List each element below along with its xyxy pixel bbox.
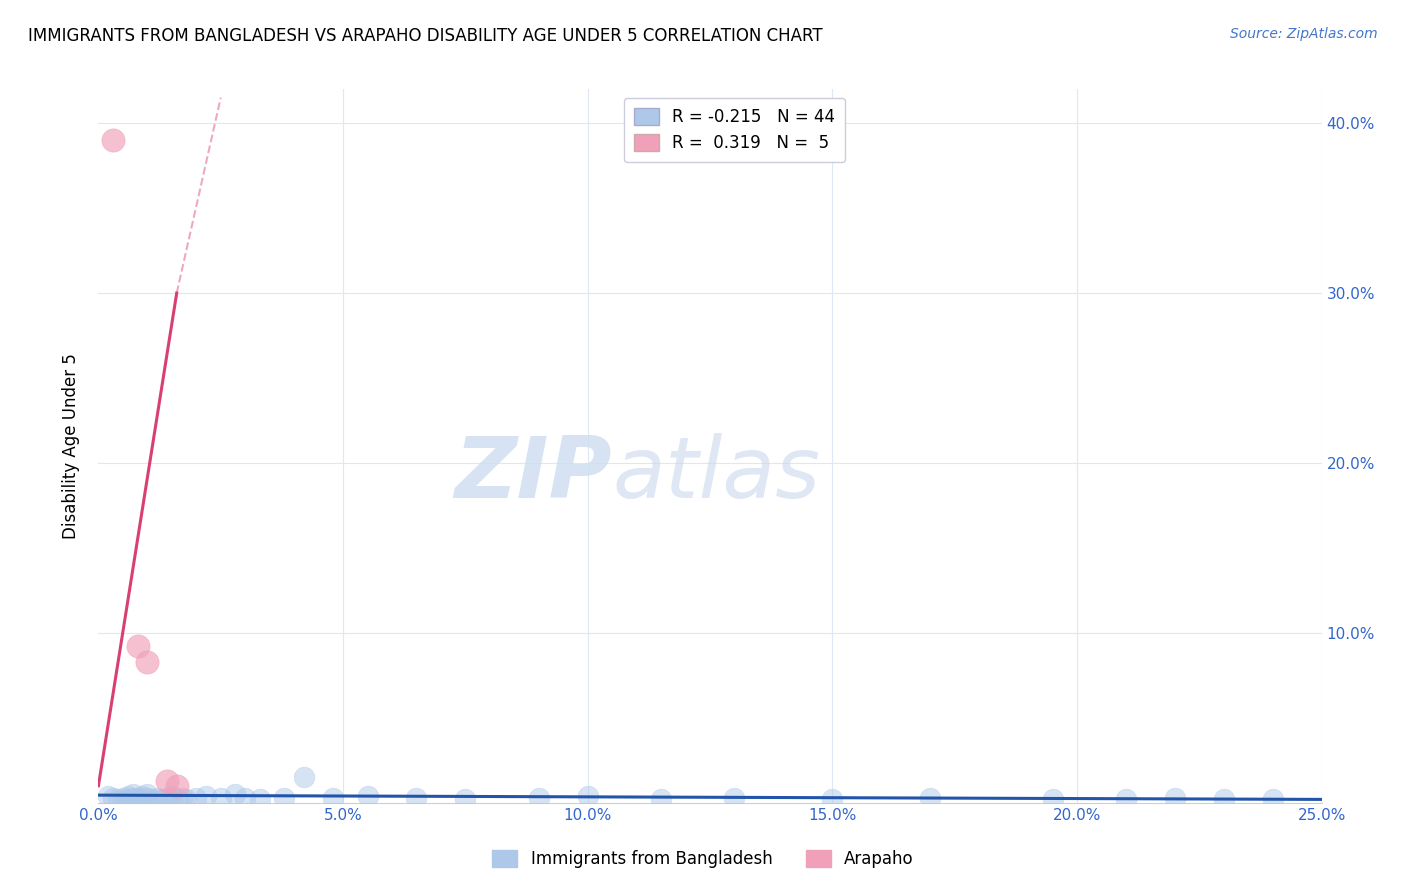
Text: atlas: atlas [612, 433, 820, 516]
Point [821, 792, 844, 806]
Point [1115, 792, 1137, 806]
Point [150, 792, 173, 806]
Point [209, 790, 232, 805]
Point [136, 655, 159, 669]
Point [121, 787, 143, 801]
Point [273, 790, 295, 805]
Point [405, 790, 427, 805]
Text: ZIP: ZIP [454, 433, 612, 516]
Point [176, 792, 198, 806]
Point [156, 773, 179, 788]
Point [146, 790, 169, 805]
Legend: Immigrants from Bangladesh, Arapaho: Immigrants from Bangladesh, Arapaho [485, 843, 921, 875]
Point [107, 792, 129, 806]
Point [249, 792, 271, 806]
Point [233, 790, 256, 805]
Point [650, 792, 672, 806]
Text: IMMIGRANTS FROM BANGLADESH VS ARAPAHO DISABILITY AGE UNDER 5 CORRELATION CHART: IMMIGRANTS FROM BANGLADESH VS ARAPAHO DI… [28, 27, 823, 45]
Point [1042, 792, 1064, 806]
Point [141, 792, 163, 806]
Point [111, 790, 134, 805]
Point [1212, 792, 1234, 806]
Point [166, 792, 188, 806]
Point [454, 792, 477, 806]
Point [117, 789, 139, 803]
Point [127, 790, 149, 805]
Point [101, 133, 124, 147]
Point [156, 790, 179, 805]
Point [127, 640, 149, 654]
Point [195, 789, 218, 803]
Point [160, 789, 183, 803]
Point [131, 789, 153, 803]
Point [136, 790, 159, 805]
Point [170, 790, 193, 805]
Point [292, 770, 315, 784]
Point [527, 790, 550, 805]
Point [1164, 790, 1187, 805]
Point [97, 789, 120, 803]
Point [127, 792, 149, 806]
Point [136, 787, 159, 801]
Point [576, 789, 599, 803]
Point [920, 790, 942, 805]
Point [723, 790, 745, 805]
Point [166, 779, 188, 793]
Legend: R = -0.215   N = 44, R =  0.319   N =  5: R = -0.215 N = 44, R = 0.319 N = 5 [624, 97, 845, 162]
Point [186, 790, 208, 805]
Point [117, 792, 139, 806]
Point [101, 790, 124, 805]
Point [322, 790, 344, 805]
Point [1261, 792, 1284, 806]
Point [356, 789, 378, 803]
Point [224, 787, 246, 801]
Y-axis label: Disability Age Under 5: Disability Age Under 5 [62, 353, 80, 539]
Point [121, 790, 143, 805]
Text: Source: ZipAtlas.com: Source: ZipAtlas.com [1230, 27, 1378, 41]
